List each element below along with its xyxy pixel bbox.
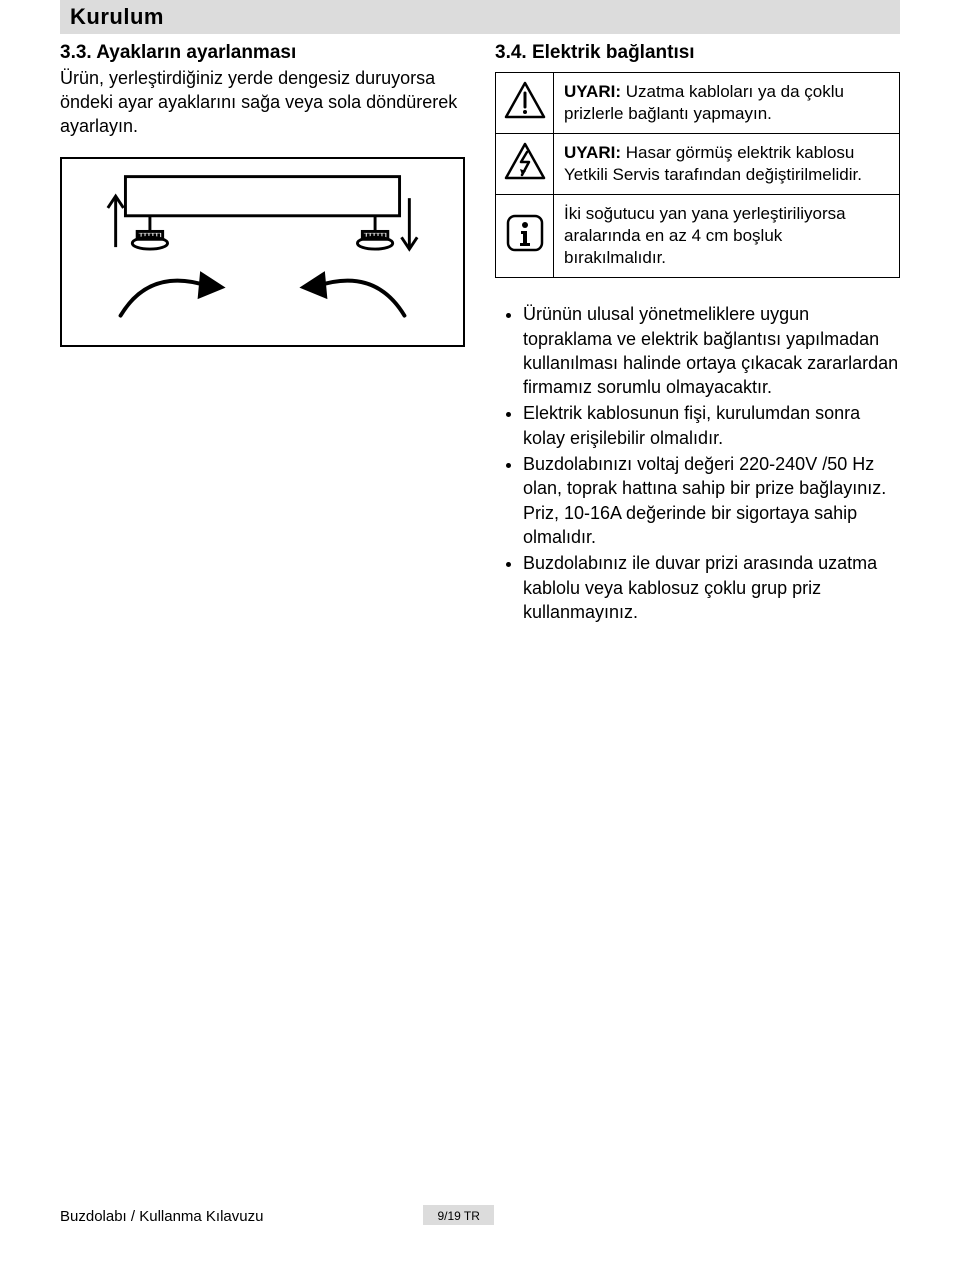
warning-table: UYARI: Uzatma kabloları ya da çoklu priz… <box>495 72 900 279</box>
footer-title: Buzdolabı / Kullanma Kılavuzu <box>60 1208 263 1225</box>
right-column: 3.4. Elektrik bağlantısı UYARI: Uzatma k… <box>495 40 900 626</box>
warning-row: UYARI: Hasar görmüş elektrik kablosu Yet… <box>496 133 900 194</box>
list-item: Ürünün ulusal yönetmeliklere uygun topra… <box>523 302 900 399</box>
warning-label: UYARI: <box>564 82 621 101</box>
warning-voltage-icon <box>496 133 554 194</box>
bullet-list: Ürünün ulusal yönetmeliklere uygun topra… <box>495 302 900 624</box>
warning-text: UYARI: Hasar görmüş elektrik kablosu Yet… <box>554 133 900 194</box>
left-subtitle: 3.3. Ayakların ayarlanması <box>60 40 465 66</box>
footer: Buzdolabı / Kullanma Kılavuzu 9/19 TR <box>60 1205 900 1225</box>
warning-label: UYARI: <box>564 143 621 162</box>
section-header: Kurulum <box>60 0 900 34</box>
info-body: İki soğutucu yan yana yerleştiriliyorsa … <box>564 204 846 267</box>
warning-text: UYARI: Uzatma kabloları ya da çoklu priz… <box>554 72 900 133</box>
right-subtitle: 3.4. Elektrik bağlantısı <box>495 40 900 66</box>
list-item: Buzdolabınızı voltaj değeri 220-240V /50… <box>523 452 900 549</box>
warning-row: UYARI: Uzatma kabloları ya da çoklu priz… <box>496 72 900 133</box>
info-text: İki soğutucu yan yana yerleştiriliyorsa … <box>554 195 900 278</box>
info-icon <box>496 195 554 278</box>
left-column: 3.3. Ayakların ayarlanması Ürün, yerleşt… <box>60 40 465 626</box>
left-body: Ürün, yerleştirdiğiniz yerde dengesiz du… <box>60 66 465 139</box>
warning-exclaim-icon <box>496 72 554 133</box>
list-item: Elektrik kablosunun fişi, kurulumdan son… <box>523 401 900 450</box>
list-item: Buzdolabınız ile duvar prizi arasında uz… <box>523 551 900 624</box>
warning-row: İki soğutucu yan yana yerleştiriliyorsa … <box>496 195 900 278</box>
feet-adjust-diagram <box>60 157 465 347</box>
footer-page-number: 9/19 TR <box>423 1205 493 1225</box>
